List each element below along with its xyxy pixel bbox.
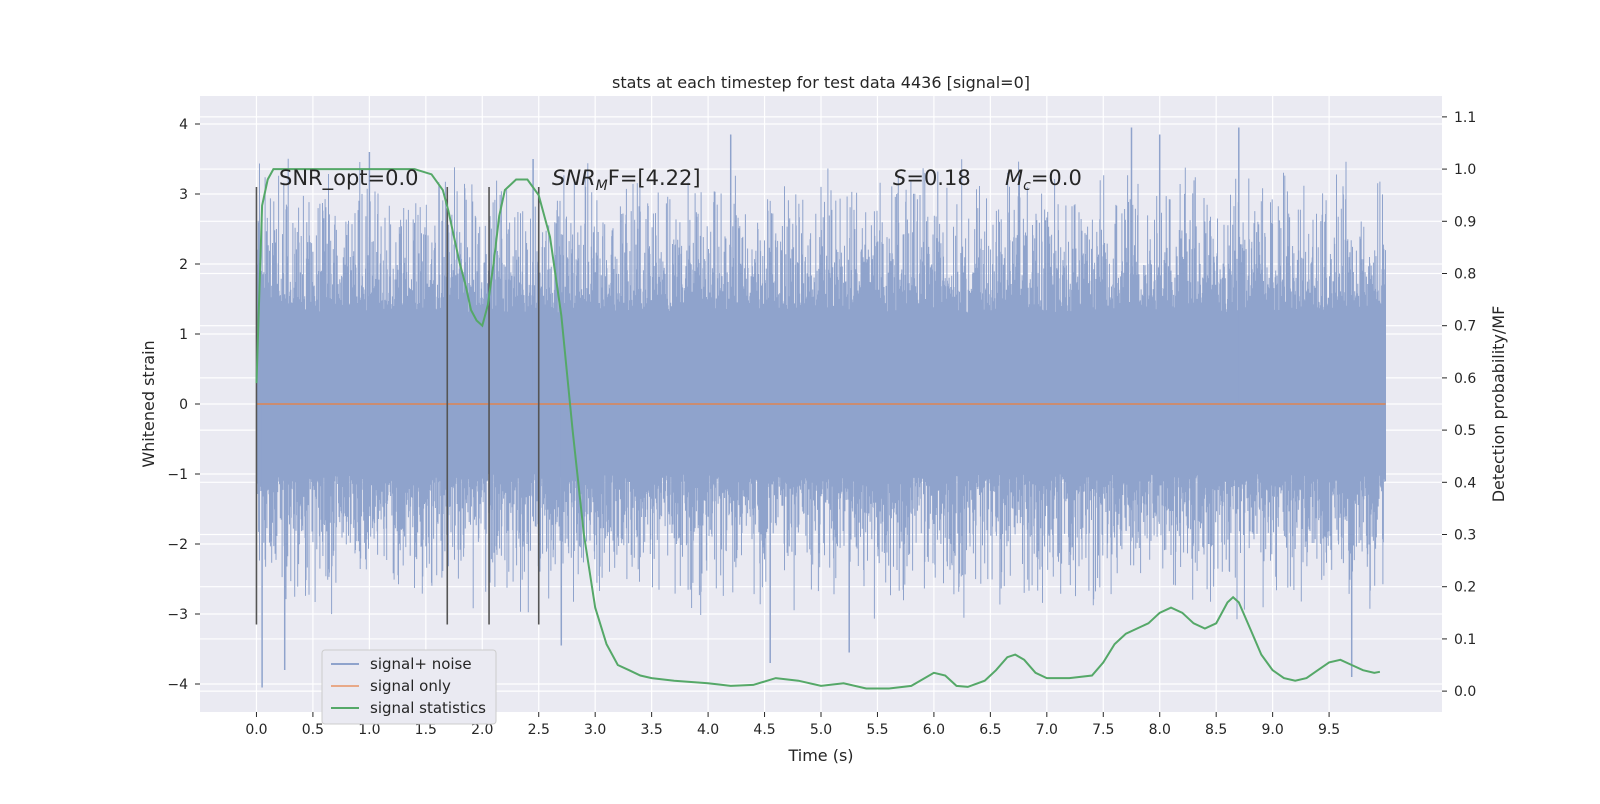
annotation-snr-mf: SNRMF=[4.22] xyxy=(552,166,701,194)
x-tick-label: 3.0 xyxy=(584,722,606,738)
x-tick-label: 8.5 xyxy=(1205,722,1227,738)
signal-noise-series xyxy=(256,127,1386,688)
x-axis-label: Time (s) xyxy=(787,746,853,765)
x-tick-label: 9.0 xyxy=(1262,722,1284,738)
signal-statistics-line xyxy=(255,168,1381,690)
legend-label-signal-noise: signal+ noise xyxy=(370,655,472,673)
x-tick-label: 2.0 xyxy=(471,722,493,738)
y-right-tick-label: 0.6 xyxy=(1454,371,1476,387)
x-tick-label: 6.0 xyxy=(923,722,945,738)
y-right-tick-label: 0.4 xyxy=(1454,475,1476,491)
y-right-tick-label: 0.1 xyxy=(1454,632,1476,648)
y-tick-label: −3 xyxy=(167,607,188,623)
y-right-tick-label: 0.8 xyxy=(1454,266,1476,282)
y-right-axis-label: Detection probability/MF xyxy=(1489,306,1508,503)
annotation-snr-opt: SNR_opt=0.0 xyxy=(279,166,419,191)
x-tick-label: 7.5 xyxy=(1092,722,1114,738)
y-right-tick-label: 1.0 xyxy=(1454,162,1476,178)
x-tick-label: 1.5 xyxy=(415,722,437,738)
x-tick-label: 1.0 xyxy=(358,722,380,738)
x-tick-labels: 0.0 0.5 1.0 1.5 2.0 2.5 3.0 3.5 4.0 4.5 5.0 5.5 6.0 6… xyxy=(245,712,1340,738)
vertical-markers xyxy=(255,187,540,625)
x-tick-label: 4.0 xyxy=(697,722,719,738)
y-tick-label: −1 xyxy=(167,467,188,483)
y-tick-label: −2 xyxy=(167,537,188,553)
y-right-tick-label: 0.5 xyxy=(1454,423,1476,439)
x-tick-label: 5.0 xyxy=(810,722,832,738)
x-tick-label: 2.5 xyxy=(528,722,550,738)
y-right-tick-label: 0.2 xyxy=(1454,580,1476,596)
y-right-tick-label: 0.0 xyxy=(1454,684,1476,700)
x-tick-label: 8.0 xyxy=(1149,722,1171,738)
y-tick-label: 3 xyxy=(179,187,188,203)
legend-label-signal-statistics: signal statistics xyxy=(370,699,486,717)
x-tick-label: 3.5 xyxy=(641,722,663,738)
legend: signal+ noise signal only signal statist… xyxy=(321,649,497,725)
y-right-tick-label: 0.7 xyxy=(1454,319,1476,335)
x-tick-label: 9.5 xyxy=(1318,722,1340,738)
y-tick-label: 4 xyxy=(179,117,188,133)
x-tick-label: 0.5 xyxy=(302,722,324,738)
y-axis-label: Whitened strain xyxy=(139,340,158,467)
x-tick-label: 4.5 xyxy=(753,722,775,738)
annotation-s: S=0.18 xyxy=(893,166,971,190)
legend-label-signal-only: signal only xyxy=(370,677,451,695)
y-right-tick-label: 0.3 xyxy=(1454,528,1476,544)
annotation-mc: Mc=0.0 xyxy=(1005,166,1082,194)
y-tick-label: 0 xyxy=(179,397,188,413)
y-tick-labels: 4 3 2 1 0 −1 −2 −3 −4 xyxy=(167,117,200,693)
noise-peaks xyxy=(261,127,1353,688)
x-tick-label: 0.0 xyxy=(245,722,267,738)
y-tick-label: 2 xyxy=(179,257,188,273)
legend-box xyxy=(321,649,497,725)
chart-title: stats at each timestep for test data 443… xyxy=(612,73,1030,92)
x-tick-label: 5.5 xyxy=(866,722,888,738)
y-tick-label: 1 xyxy=(179,327,188,343)
y-right-tick-labels: 1.1 1.0 0.9 0.8 0.7 0.6 0.5 0.4 0.3 0.2 0.1 0.0 xyxy=(1442,110,1476,700)
x-tick-label: 7.0 xyxy=(1036,722,1058,738)
y-right-tick-label: 1.1 xyxy=(1454,110,1476,126)
y-right-tick-label: 0.9 xyxy=(1454,214,1476,230)
y-tick-label: −4 xyxy=(167,677,188,693)
x-tick-label: 6.5 xyxy=(979,722,1001,738)
